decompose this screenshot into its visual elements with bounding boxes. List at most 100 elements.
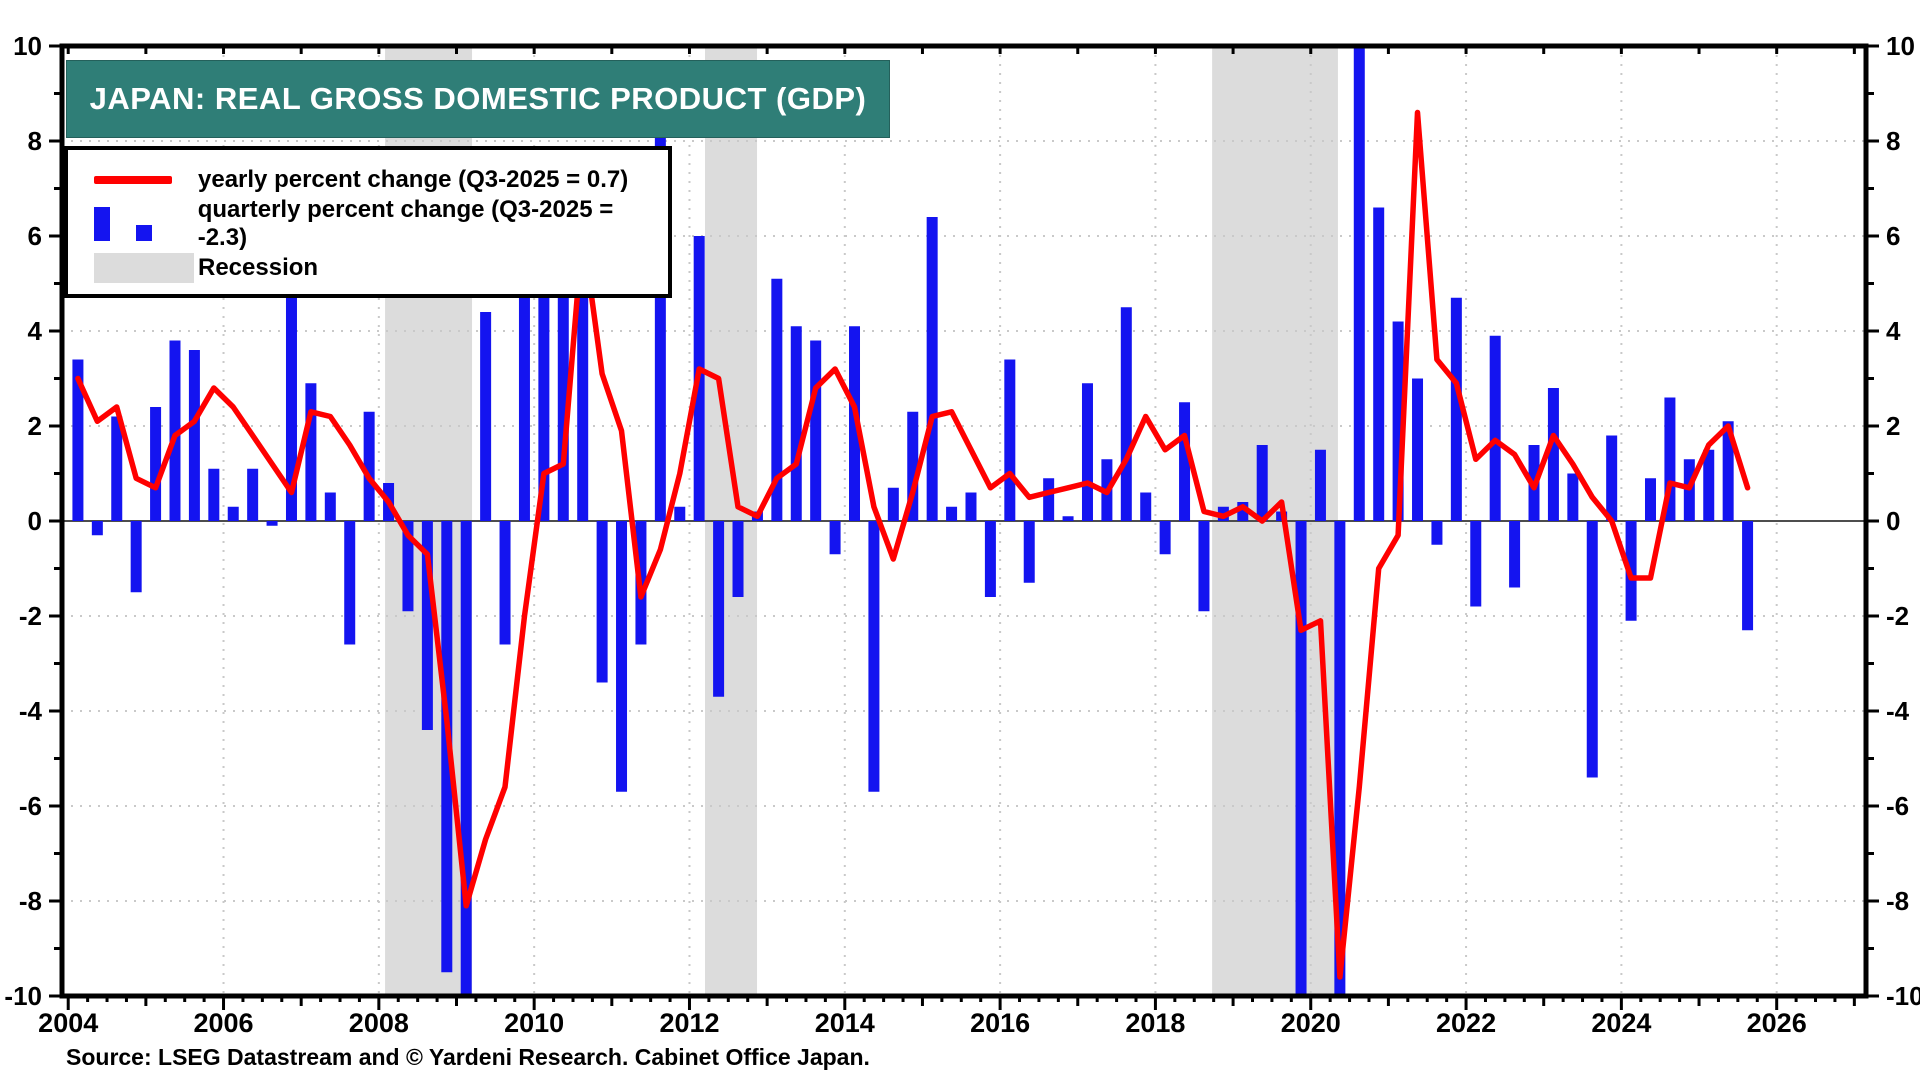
x-axis-label: 2022 (1436, 1008, 1496, 1038)
quarterly-bar (1314, 449, 1326, 521)
quarterly-bar (1567, 473, 1579, 521)
y-axis-label-left: -4 (19, 696, 43, 726)
quarterly-bar (654, 107, 666, 521)
quarterly-bar (1586, 521, 1598, 778)
quarterly-bar (1295, 521, 1307, 996)
quarterly-bar (616, 521, 628, 792)
quarterly-bar (1722, 421, 1734, 521)
quarterly-bar (421, 521, 433, 730)
quarterly-bar (1043, 478, 1055, 521)
quarterly-bar (984, 521, 996, 597)
quarterly-bar (907, 411, 919, 521)
quarterly-bar (480, 312, 492, 521)
quarterly-bar (130, 521, 142, 593)
x-axis-label: 2006 (193, 1008, 253, 1038)
quarterly-bar (111, 416, 123, 521)
quarterly-bar (344, 521, 356, 645)
quarterly-bar (1062, 516, 1074, 521)
quarterly-bars-swatch-icon (68, 207, 198, 241)
legend-label-quarterly: quarterly percent change (Q3-2025 = -2.3… (197, 196, 614, 251)
y-axis-label-left: 8 (28, 126, 42, 156)
quarterly-bar (266, 521, 278, 526)
quarterly-bar (596, 521, 608, 683)
yearly-line (75, 109, 1751, 980)
quarterly-bar (247, 468, 259, 521)
y-axis-label-right: 2 (1886, 411, 1900, 441)
quarterly-bar (1179, 402, 1191, 521)
y-axis-label-left: 10 (13, 31, 42, 61)
quarterly-bar (460, 521, 472, 996)
quarterly-bar (169, 340, 181, 521)
x-axis-label: 2008 (349, 1008, 409, 1038)
quarterly-bar (1140, 492, 1152, 521)
quarterly-bar (518, 217, 530, 521)
quarterly-bar (1120, 307, 1132, 521)
quarterly-bar (1353, 46, 1365, 521)
quarterly-bar (965, 492, 977, 521)
x-axis-label: 2020 (1281, 1008, 1341, 1038)
legend-item-quarterly: quarterly percent change (Q3-2025 = -2.3… (68, 196, 668, 251)
quarterly-bar (674, 506, 686, 521)
y-axis-label-right: -10 (1886, 981, 1920, 1011)
y-axis-label-right: -6 (1886, 791, 1909, 821)
quarterly-bar (188, 350, 200, 521)
x-axis-label: 2010 (504, 1008, 564, 1038)
quarterly-bar (1489, 335, 1501, 521)
y-axis-label-left: 0 (28, 506, 42, 536)
y-axis-label-right: -2 (1886, 601, 1909, 631)
y-axis-label-right: 10 (1886, 31, 1915, 61)
quarterly-bar (91, 521, 103, 536)
quarterly-bar (402, 521, 414, 612)
chart-title: JAPAN: REAL GROSS DOMESTIC PRODUCT (GDP) (89, 81, 867, 116)
quarterly-bar (810, 340, 822, 521)
quarterly-bar (1023, 521, 1035, 583)
quarterly-bar (499, 521, 511, 645)
y-axis-label-left: -2 (19, 601, 42, 631)
quarterly-bar (577, 193, 589, 521)
quarterly-bar (1547, 388, 1559, 521)
y-axis-label-right: 0 (1886, 506, 1900, 536)
quarterly-bar (829, 521, 841, 555)
y-axis-label-right: -8 (1886, 886, 1909, 916)
quarterly-bar (72, 359, 84, 521)
quarterly-bar (1412, 378, 1424, 521)
quarterly-bar (1334, 521, 1346, 996)
y-axis-label-left: -10 (4, 981, 42, 1011)
x-axis-label: 2014 (815, 1008, 875, 1038)
y-axis-label-right: 6 (1886, 221, 1900, 251)
quarterly-bar (557, 259, 569, 521)
quarterly-bar (1256, 445, 1268, 521)
quarterly-bar (1431, 521, 1443, 545)
source-note: Source: LSEG Datastream and © Yardeni Re… (66, 1044, 870, 1070)
quarterly-bar (1703, 449, 1715, 521)
quarterly-bar (1373, 207, 1385, 521)
quarterly-bar (1606, 435, 1618, 521)
yearly-line-swatch-icon (68, 176, 198, 184)
quarterly-bar (1644, 478, 1656, 521)
x-axis-label: 2004 (38, 1008, 98, 1038)
quarterly-bar (771, 278, 783, 521)
quarterly-bar (713, 521, 725, 697)
quarterly-bar (1198, 521, 1210, 612)
quarterly-bar (285, 264, 297, 521)
recession-swatch-icon (68, 253, 198, 283)
quarterly-bar (790, 326, 802, 521)
quarterly-bar (538, 288, 550, 521)
y-axis-label-left: 6 (28, 221, 42, 251)
legend-label-recession: Recession (198, 254, 319, 281)
quarterly-bar (150, 407, 162, 521)
quarterly-bar (926, 217, 938, 521)
x-axis-label: 2024 (1591, 1008, 1651, 1038)
y-axis-label-left: 4 (28, 316, 43, 346)
y-axis-label-left: 2 (28, 411, 42, 441)
quarterly-bar (227, 506, 239, 521)
y-axis-label-left: -8 (19, 886, 42, 916)
quarterly-bar (324, 492, 336, 521)
quarterly-bar (849, 326, 861, 521)
quarterly-bar (1470, 521, 1482, 607)
quarterly-bar (868, 521, 880, 792)
y-axis-label-right: -4 (1886, 696, 1910, 726)
quarterly-bar (305, 383, 317, 521)
